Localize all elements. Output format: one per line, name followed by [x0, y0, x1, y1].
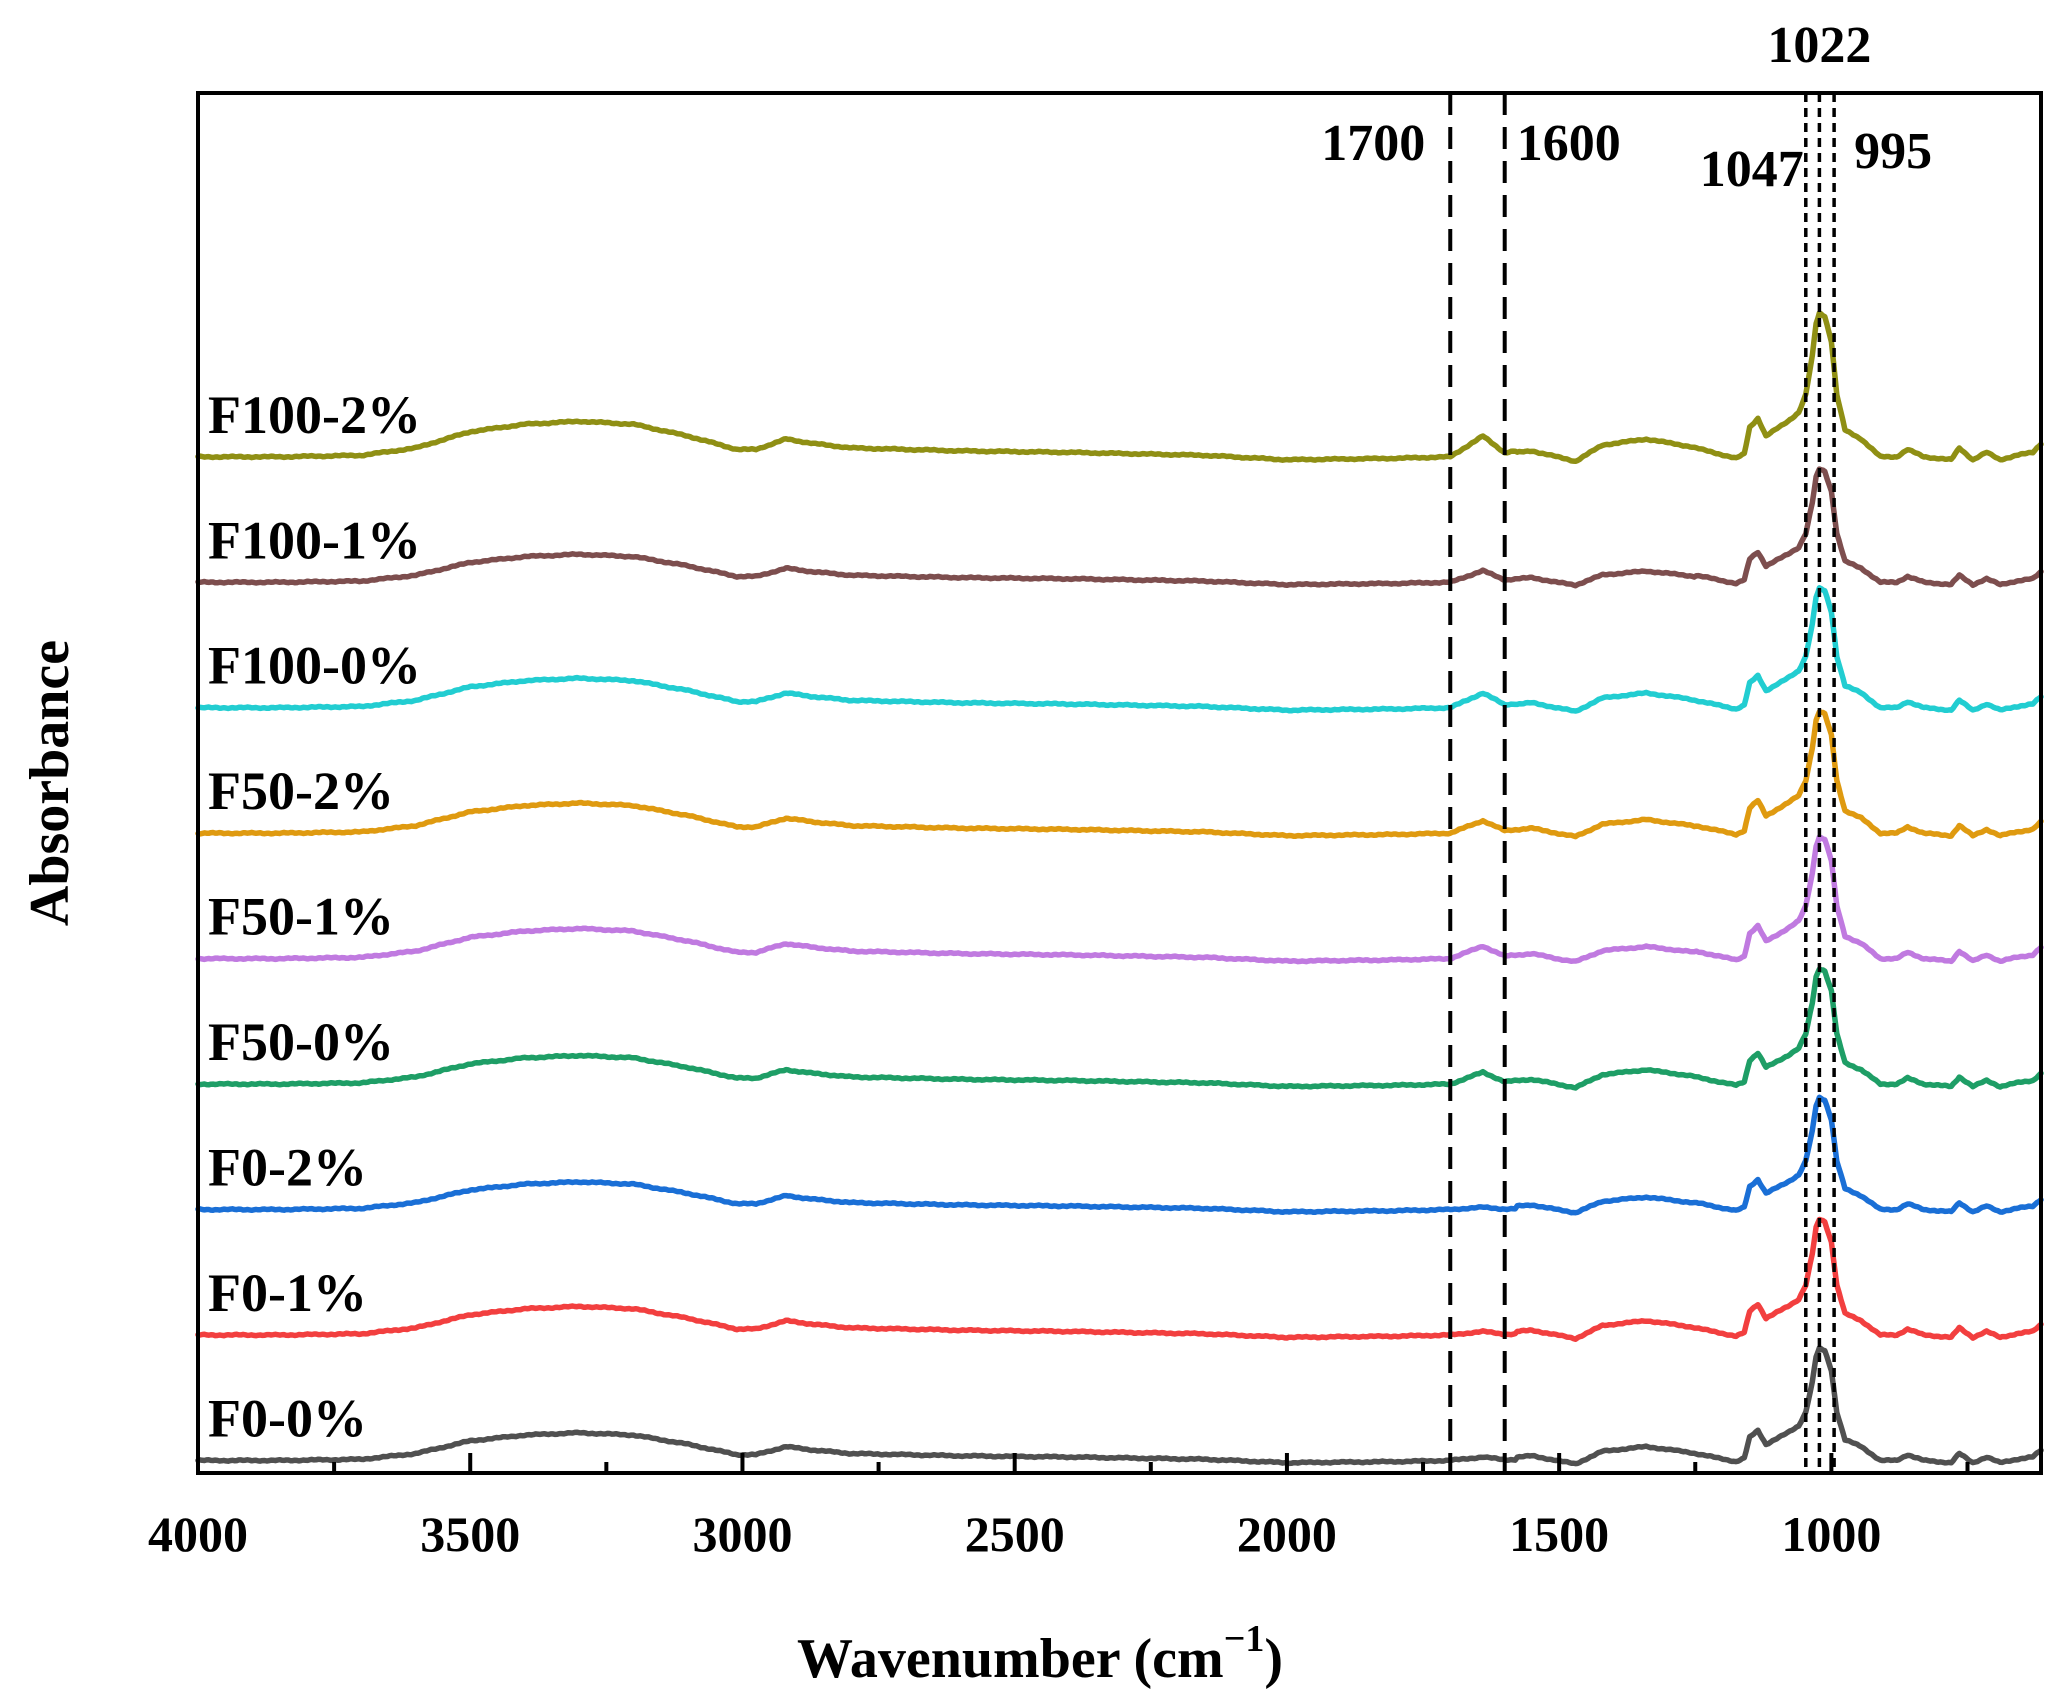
- x-tick-label-4000: 4000: [148, 1506, 248, 1562]
- x-tick-label-3000: 3000: [692, 1506, 792, 1562]
- series-label-f50-0pct: F50-0%: [208, 1012, 394, 1072]
- x-axis-label: Wavenumber (cm−1): [797, 1618, 1283, 1690]
- series-line-f100-2pct: [195, 310, 2044, 465]
- x-tick-label-1000: 1000: [1781, 1506, 1881, 1562]
- series-line-f100-0pct: [195, 585, 2044, 714]
- series-labels: F0-0% F0-1% F0-2% F50-0% F50-1% F50-2% F100-0%…: [208, 385, 421, 1449]
- series-label-f0-2pct: F0-2%: [208, 1138, 367, 1198]
- refline-label-1022: 1022: [1767, 17, 1871, 74]
- series-label-f50-2pct: F50-2%: [208, 761, 394, 821]
- plot-frame: [196, 91, 2043, 1475]
- series-line-f0-2pct: [195, 1094, 2044, 1216]
- series-label-f100-2pct: F100-2%: [208, 385, 421, 445]
- x-axis-ticks: 4000 3500 3000 2500 2000 1500 1000: [148, 1453, 1970, 1562]
- x-tick-label-3500: 3500: [420, 1506, 520, 1562]
- refline-label-1600: 1600: [1517, 115, 1621, 172]
- series-line-f50-0pct: [195, 966, 2044, 1091]
- series-label-f0-0pct: F0-0%: [208, 1388, 367, 1448]
- x-tick-label-2500: 2500: [965, 1506, 1065, 1562]
- refline-label-995: 995: [1854, 123, 1932, 180]
- refline-label-1047: 1047: [1700, 141, 1804, 198]
- reference-lines: 1700 1600 1047 1022 995: [1321, 17, 1932, 1473]
- series-line-f50-1pct: [195, 834, 2044, 965]
- refline-label-1700: 1700: [1321, 115, 1425, 172]
- series-layer: [195, 310, 2044, 1467]
- series-line-f50-2pct: [195, 709, 2044, 840]
- x-tick-label-2000: 2000: [1237, 1506, 1337, 1562]
- series-line-f0-1pct: [195, 1216, 2044, 1342]
- series-label-f0-1pct: F0-1%: [208, 1263, 367, 1323]
- series-label-f50-1pct: F50-1%: [208, 887, 394, 947]
- y-axis-label: Absorbance: [19, 640, 81, 926]
- series-line-f100-1pct: [195, 466, 2044, 589]
- series-label-f100-1pct: F100-1%: [208, 510, 421, 570]
- series-label-f100-0pct: F100-0%: [208, 636, 421, 696]
- x-tick-label-1500: 1500: [1509, 1506, 1609, 1562]
- series-line-f0-0pct: [195, 1345, 2044, 1467]
